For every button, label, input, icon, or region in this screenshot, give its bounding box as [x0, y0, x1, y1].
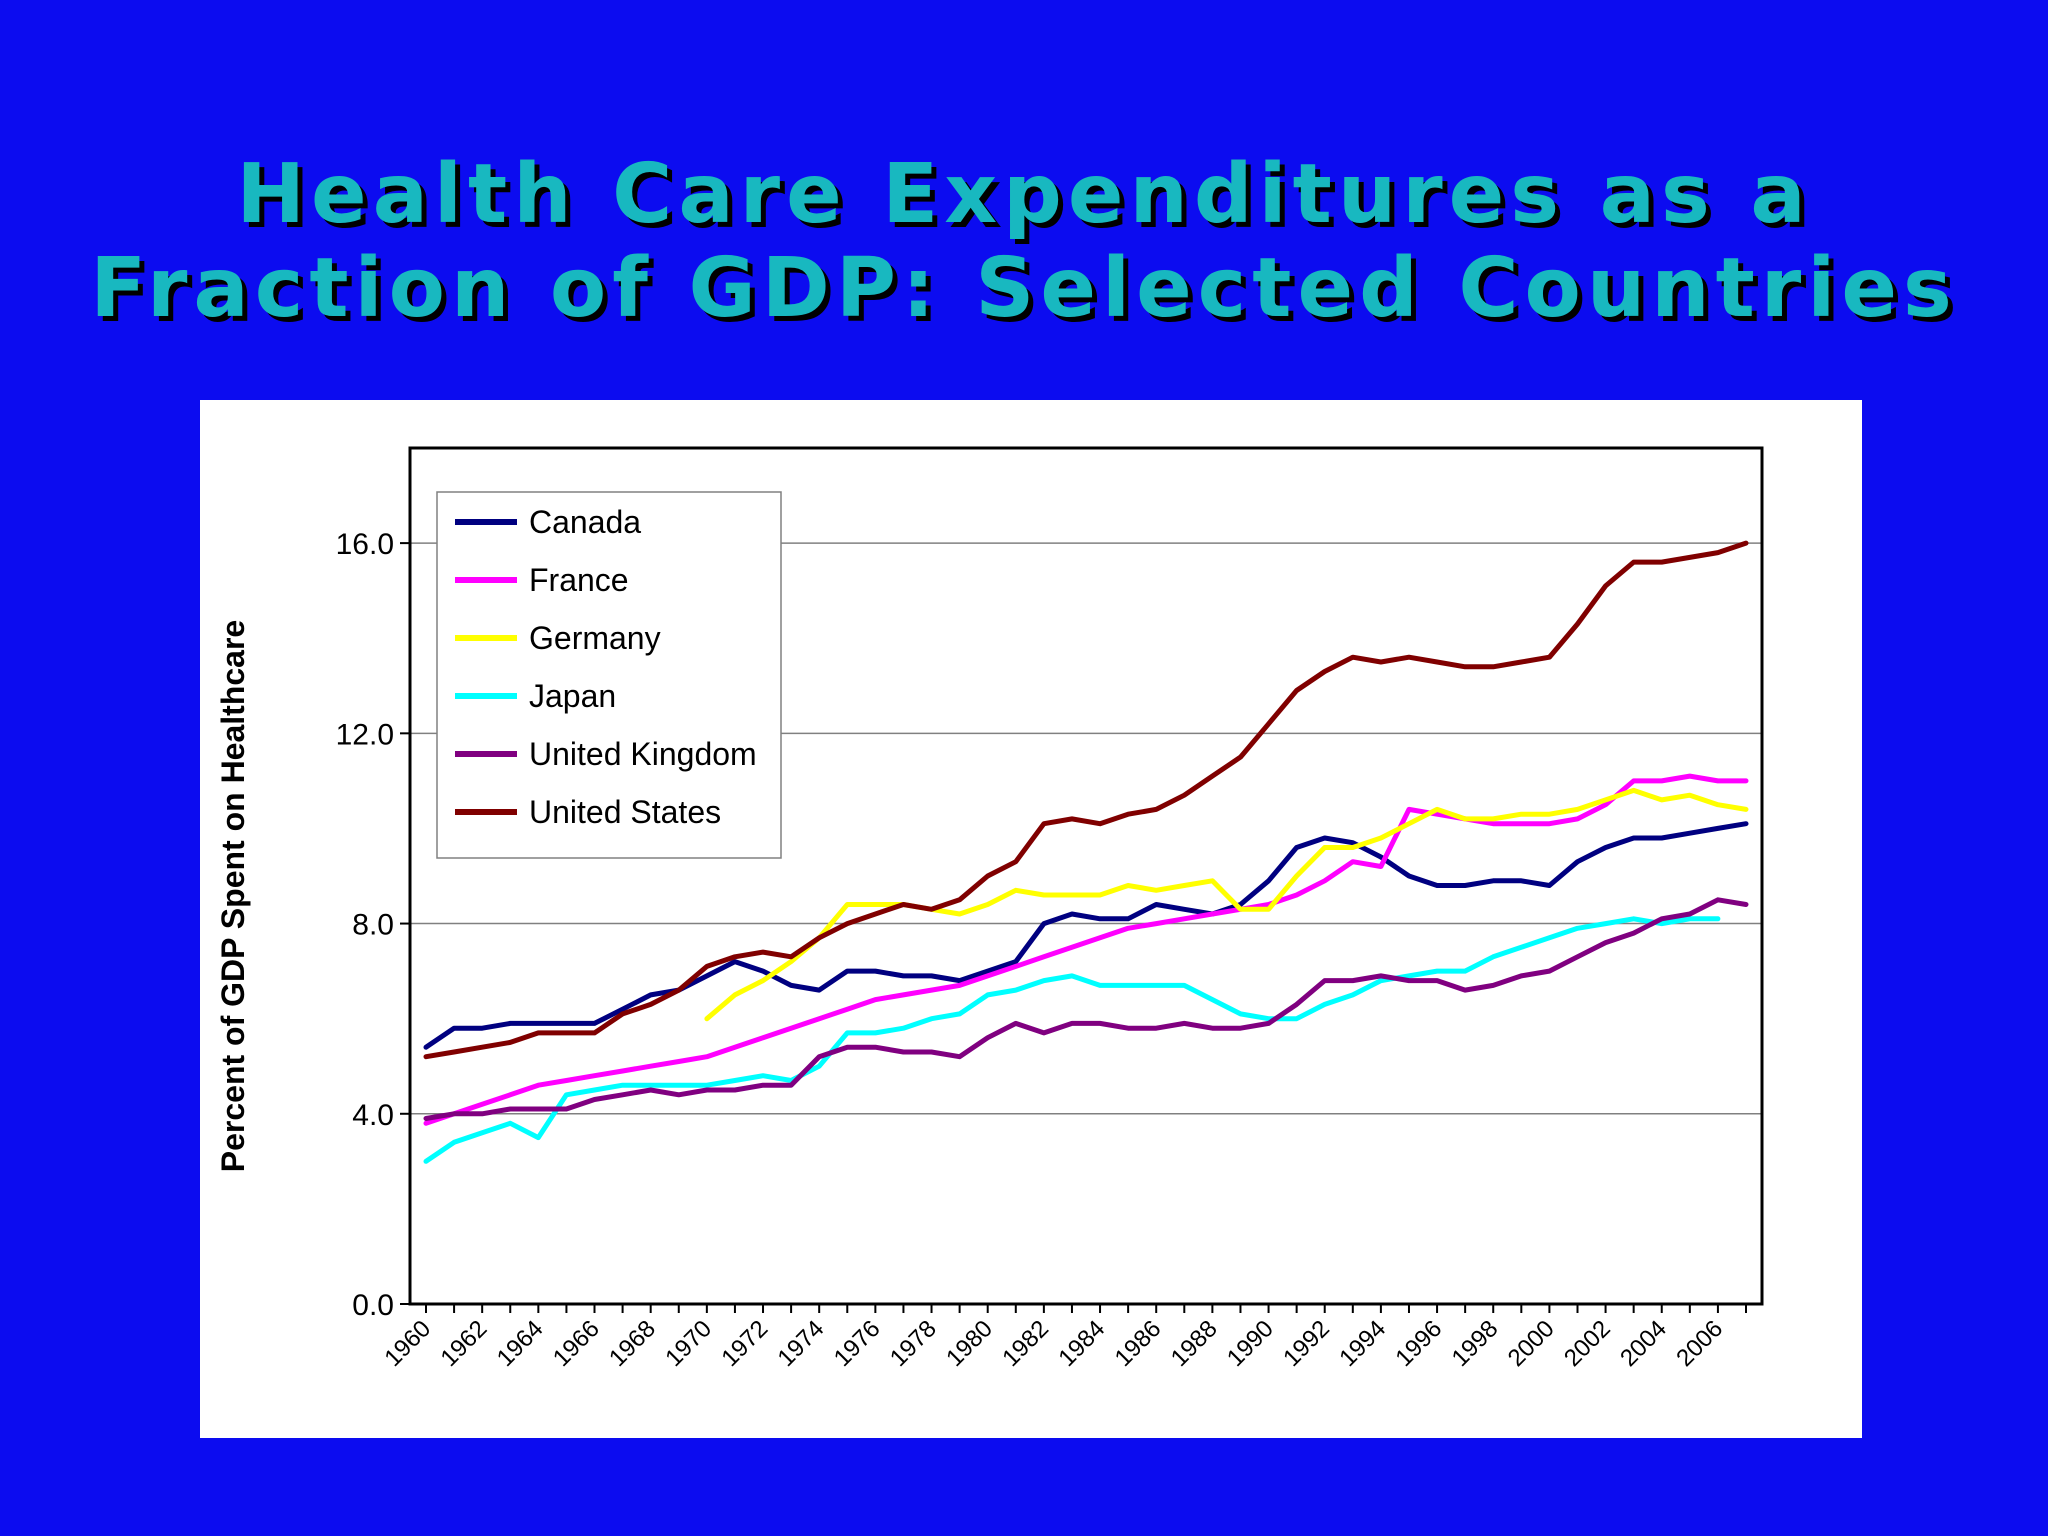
x-tick-label: 1990: [1222, 1315, 1279, 1372]
series-line-canada: [423, 821, 1749, 1050]
x-tick-label: 2006: [1671, 1315, 1728, 1372]
slide-title-line-2: Fraction of GDP: Selected Countries: [90, 241, 1958, 336]
series-line-japan: [423, 916, 1721, 1164]
y-tick-label: 4.0: [352, 1099, 394, 1132]
x-tick-label: 1978: [885, 1315, 942, 1372]
x-tick-label: 1972: [716, 1315, 773, 1372]
legend-label: Germany: [529, 620, 661, 656]
slide-title: Health Care Expenditures as a Fraction o…: [0, 148, 2048, 336]
plot-area-frame: [408, 446, 1764, 1306]
x-tick-label: 1962: [436, 1315, 493, 1372]
x-tick-label: 1976: [829, 1315, 886, 1372]
y-tick-label: 12.0: [336, 718, 394, 751]
series-line-germany: [704, 787, 1749, 1022]
x-tick-label: 1980: [941, 1315, 998, 1372]
y-tick-label: 16.0: [336, 528, 394, 561]
x-tick-label: 2000: [1503, 1315, 1560, 1372]
legend-label: France: [529, 562, 629, 598]
x-tick-label: 1970: [660, 1315, 717, 1372]
slide-title-line-1: Health Care Expenditures as a: [236, 147, 1812, 242]
x-tick-label: 1964: [492, 1315, 549, 1372]
x-tick-label: 1988: [1166, 1315, 1223, 1372]
x-tick-label: 1974: [773, 1315, 830, 1372]
x-tick-label: 1984: [1053, 1315, 1110, 1372]
x-tick-label: 1996: [1390, 1315, 1447, 1372]
x-tick-label: 1968: [604, 1315, 661, 1372]
series-line-france: [423, 773, 1749, 1126]
x-tick-label: 2002: [1559, 1315, 1616, 1372]
legend-label: Japan: [529, 678, 616, 714]
x-tick-label: 1960: [379, 1315, 436, 1372]
series-lines: [423, 540, 1749, 1164]
legend-label: United Kingdom: [529, 736, 757, 772]
legend-label: United States: [529, 794, 721, 830]
x-tick-label: 1982: [997, 1315, 1054, 1372]
series-line-united-states: [423, 540, 1749, 1060]
y-tick-label: 0.0: [352, 1289, 394, 1322]
y-tick-label: 8.0: [352, 909, 394, 942]
x-tick-label: 1966: [548, 1315, 605, 1372]
x-tick-label: 2004: [1615, 1315, 1672, 1372]
x-tick-label: 1992: [1278, 1315, 1335, 1372]
legend: Canada France Germany Japan United Kingdom Un…: [436, 491, 782, 859]
x-tick-label: 1986: [1110, 1315, 1167, 1372]
series-line-united-kingdom: [423, 897, 1749, 1121]
legend-box: [436, 491, 782, 859]
legend-label: Canada: [529, 504, 641, 540]
chart-panel: 0.0 4.0 8.0 12.0 16.0 1960 1962 1964 1966 1968 197…: [200, 400, 1862, 1438]
y-axis-label: Percent of GDP Spent on Healthcare: [215, 620, 251, 1172]
x-tick-label: 1994: [1334, 1315, 1391, 1372]
x-tick-label: 1998: [1447, 1315, 1504, 1372]
